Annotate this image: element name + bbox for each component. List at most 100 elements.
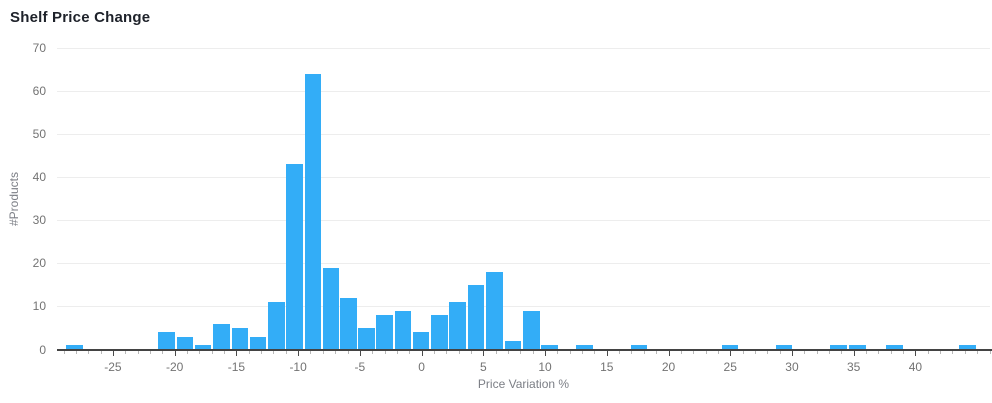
y-axis-tick-label: 0: [39, 342, 46, 357]
histogram-bar[interactable]: [467, 284, 485, 350]
x-axis-minor-tick: [779, 350, 781, 354]
x-axis-minor-tick: [754, 350, 756, 354]
x-axis-major-tick: [359, 350, 361, 356]
x-axis-minor-tick: [322, 350, 324, 354]
histogram-bar[interactable]: [231, 327, 249, 350]
x-axis-major-tick: [236, 350, 238, 356]
x-axis-minor-tick: [162, 350, 164, 354]
x-axis-minor-tick: [594, 350, 596, 354]
x-axis-major-tick: [483, 350, 485, 356]
histogram-bar[interactable]: [66, 345, 83, 350]
x-axis-minor-tick: [532, 350, 534, 354]
histogram-bar[interactable]: [176, 336, 194, 350]
y-axis-title: #Products: [7, 171, 21, 226]
x-axis-minor-tick: [75, 350, 77, 354]
x-axis-tick-label: 30: [785, 359, 799, 374]
histogram-bar[interactable]: [194, 345, 212, 350]
x-axis-minor-tick: [866, 350, 868, 354]
x-axis-minor-tick: [804, 350, 806, 354]
histogram-bar[interactable]: [286, 164, 303, 350]
histogram-bar[interactable]: [268, 302, 285, 350]
x-axis-minor-tick: [248, 350, 250, 354]
x-axis-minor-tick: [631, 350, 633, 354]
x-axis-minor-tick: [952, 350, 954, 354]
x-axis-minor-tick: [903, 350, 905, 354]
x-axis-tick-label: 40: [908, 359, 923, 374]
x-axis-major-tick: [545, 350, 547, 356]
gridline: [57, 133, 990, 135]
histogram-bar[interactable]: [630, 345, 648, 350]
x-axis-minor-tick: [63, 350, 65, 354]
x-axis-minor-tick: [347, 350, 349, 354]
x-axis-minor-tick: [187, 350, 188, 354]
histogram-bar[interactable]: [830, 345, 847, 350]
x-axis-major-tick: [668, 350, 670, 356]
x-axis-major-tick: [853, 350, 855, 356]
histogram-bar[interactable]: [304, 74, 322, 350]
x-axis-tick-label: -25: [104, 359, 122, 374]
x-axis-minor-tick: [335, 350, 337, 354]
histogram-bar[interactable]: [886, 345, 903, 350]
x-axis-minor-tick: [100, 350, 102, 354]
x-axis-minor-tick: [520, 350, 522, 354]
gridline: [57, 305, 990, 307]
x-axis-minor-tick: [199, 350, 201, 354]
x-axis-minor-tick: [767, 350, 769, 354]
histogram-bar[interactable]: [376, 315, 393, 350]
histogram-bar[interactable]: [322, 267, 340, 350]
x-axis-major-tick: [915, 350, 917, 356]
histogram-bar[interactable]: [486, 272, 503, 350]
x-axis-major-tick: [174, 350, 176, 356]
histogram-bar[interactable]: [849, 345, 866, 350]
x-axis-minor-tick: [582, 350, 584, 354]
gridline: [57, 176, 990, 178]
histogram-bar[interactable]: [576, 345, 593, 350]
x-axis-tick-label: 10: [538, 359, 552, 374]
histogram-bar[interactable]: [213, 323, 230, 350]
x-axis-minor-tick: [224, 350, 226, 354]
x-axis-minor-tick: [927, 350, 929, 354]
y-axis-tick-label: 10: [32, 299, 46, 314]
x-axis-minor-tick: [458, 350, 460, 354]
x-axis-minor-tick: [125, 350, 127, 354]
x-axis-minor-tick: [508, 350, 509, 354]
x-axis-tick-label: 0: [418, 359, 425, 374]
x-axis-tick-label: -15: [227, 359, 246, 374]
histogram-bar[interactable]: [449, 302, 466, 350]
x-axis-major-tick: [606, 350, 608, 356]
histogram-bar[interactable]: [504, 340, 522, 350]
histogram-bar[interactable]: [541, 345, 558, 350]
histogram-bar[interactable]: [358, 327, 375, 350]
x-axis-minor-tick: [816, 350, 818, 354]
x-axis-minor-tick: [285, 350, 287, 354]
x-axis-minor-tick: [940, 350, 942, 354]
x-axis-minor-tick: [680, 350, 682, 354]
histogram-bar[interactable]: [775, 345, 793, 350]
x-axis-minor-tick: [841, 350, 843, 354]
histogram-bar[interactable]: [523, 310, 540, 350]
histogram-bar[interactable]: [431, 315, 448, 350]
x-axis-title: Price Variation %: [477, 377, 570, 391]
x-axis-tick-label: -5: [354, 359, 366, 374]
histogram-bar[interactable]: [959, 345, 976, 350]
histogram-bar[interactable]: [412, 332, 430, 350]
x-axis-minor-tick: [273, 350, 275, 354]
y-axis-tick-label: 70: [32, 41, 46, 56]
x-axis-major-tick: [730, 350, 732, 356]
x-axis-minor-tick: [890, 350, 892, 354]
x-axis-minor-tick: [384, 350, 386, 354]
histogram-bar[interactable]: [340, 297, 357, 350]
x-axis-minor-tick: [717, 350, 719, 354]
histogram-bar[interactable]: [158, 332, 175, 350]
x-axis-minor-tick: [878, 350, 880, 354]
x-axis-tick-label: -20: [165, 359, 184, 374]
x-axis-tick-label: -10: [289, 359, 307, 374]
x-axis-minor-tick: [977, 350, 979, 354]
histogram-bar[interactable]: [394, 310, 412, 350]
x-axis-minor-tick: [742, 350, 744, 354]
histogram-bar[interactable]: [249, 336, 267, 350]
histogram-bar[interactable]: [721, 345, 739, 350]
x-axis-minor-tick: [372, 350, 374, 354]
y-axis-tick-label: 40: [32, 170, 46, 185]
